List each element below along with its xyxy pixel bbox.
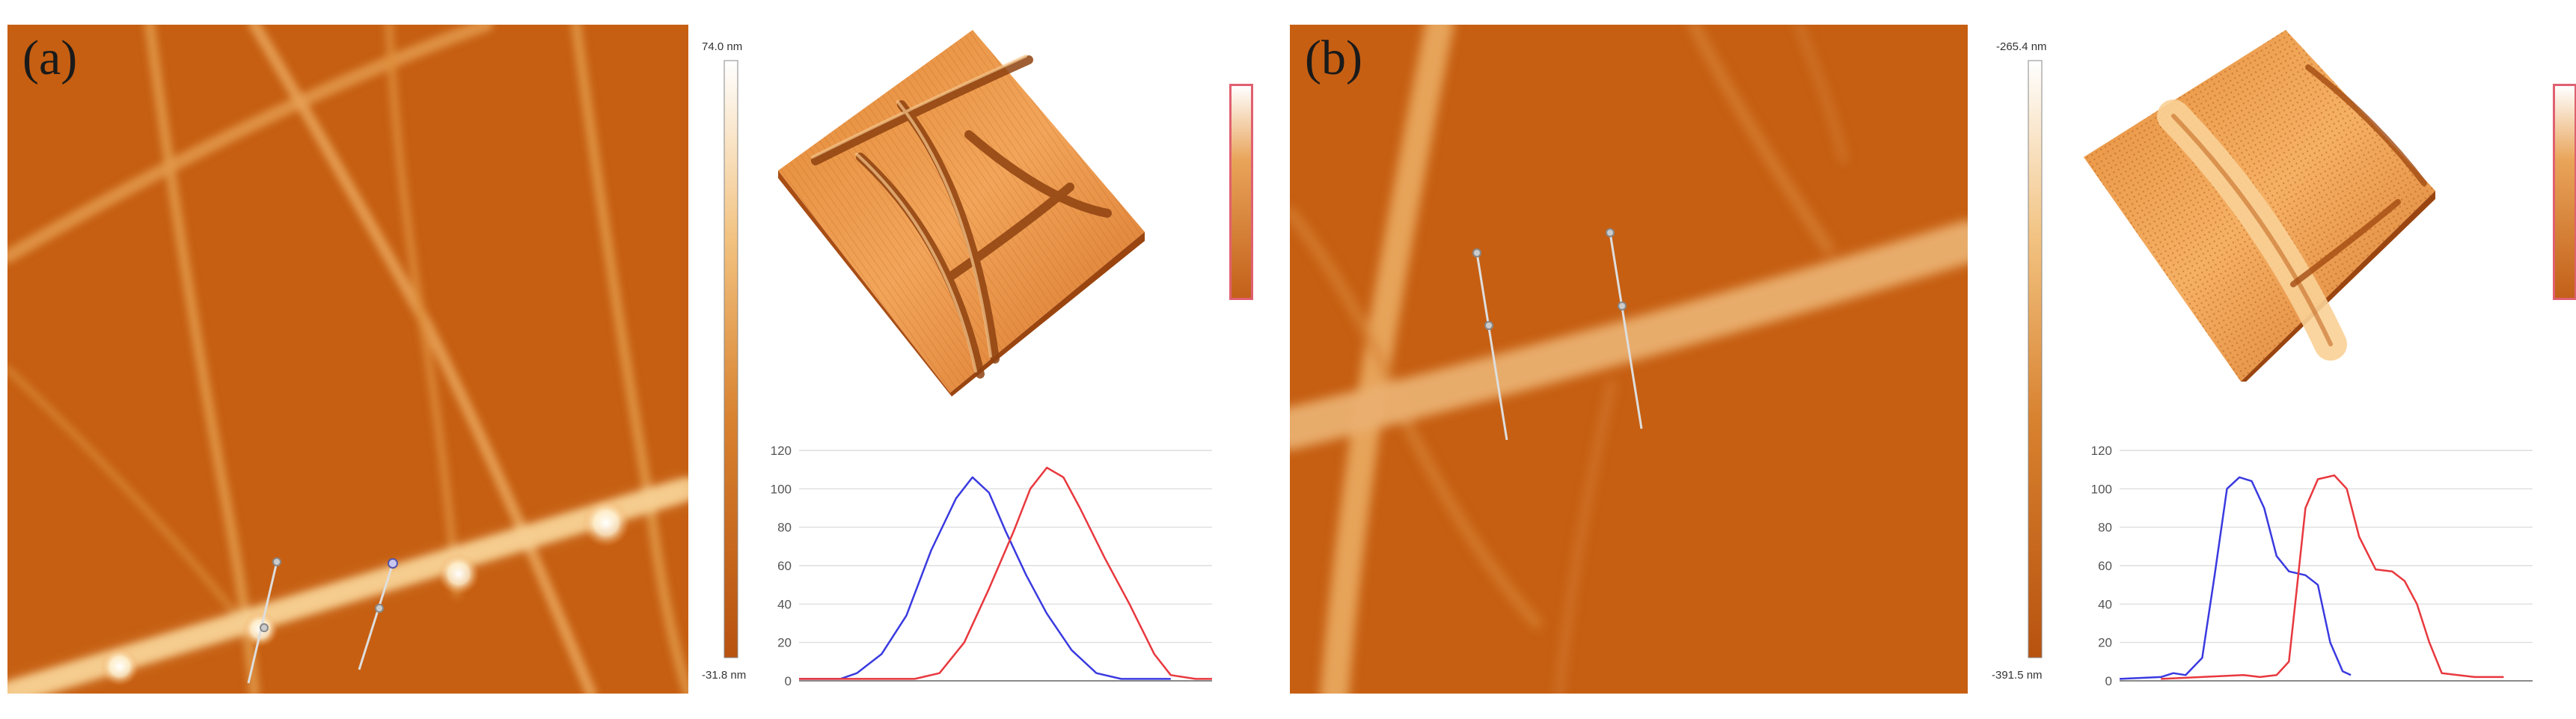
scale-min-label: -391.5 nm (1992, 669, 2043, 682)
profile-plot-svg: 0 20 40 60 80 100 120 (771, 444, 1212, 688)
y-tick-label: 100 (771, 482, 792, 496)
profile-cut-line[interactable] (1606, 228, 1643, 429)
y-tick-label: 20 (2098, 636, 2112, 650)
scale-max-label: 74.0 nm (702, 40, 743, 53)
legend-color-bar (2553, 84, 2576, 300)
fiber-junction-spot (438, 553, 480, 595)
profile-cut-line[interactable] (1472, 248, 1508, 441)
blue-profile-line (799, 476, 1171, 680)
y-tick-label: 60 (777, 559, 792, 573)
afm-3d-view-a (778, 30, 1152, 397)
y-tick-label: 80 (777, 521, 792, 535)
y-tick-label: 40 (777, 597, 792, 611)
y-tick-label: 120 (771, 444, 792, 458)
profile-cut-line[interactable] (358, 558, 398, 670)
y-tick-label: 100 (2091, 482, 2112, 496)
height-profile-chart-a: 0 20 40 60 80 100 120 (763, 434, 1227, 696)
blue-profile-line (2119, 476, 2352, 680)
height-color-scale (723, 60, 738, 658)
y-tick-label: 20 (777, 636, 792, 650)
panel-a: (a) 74.0 nm -31.8 nm (0, 0, 1272, 719)
scale-max-label: -265.4 nm (1996, 40, 2047, 53)
y-tick-label: 40 (2098, 597, 2112, 611)
afm-3d-view-b (2084, 30, 2458, 382)
legend-color-bar (1229, 84, 1253, 300)
y-tick-label: 0 (2105, 674, 2112, 688)
profile-plot-svg: 0 20 40 60 80 100 120 (2091, 444, 2533, 688)
height-color-scale (2028, 60, 2043, 658)
y-tick-label: 0 (785, 674, 792, 688)
y-tick-label: 120 (2091, 444, 2112, 458)
y-tick-label: 60 (2098, 559, 2112, 573)
profile-cut-line[interactable] (247, 557, 281, 684)
panel-label: (a) (22, 31, 78, 85)
y-tick-label: 80 (2098, 521, 2112, 535)
red-profile-line (799, 466, 1212, 680)
scale-min-label: -31.8 nm (702, 669, 747, 682)
panel-label: (b) (1305, 31, 1362, 85)
fiber-junction-spot (582, 499, 630, 547)
height-profile-chart-b: 0 20 40 60 80 100 120 (2084, 434, 2548, 696)
afm-height-image-a (7, 25, 688, 694)
red-profile-line (2161, 474, 2504, 680)
panel-b: (b) -265.4 nm -391.5 nm (1272, 0, 2576, 719)
afm-height-image-b (1290, 25, 1968, 694)
fiber-junction-spot (100, 647, 139, 686)
